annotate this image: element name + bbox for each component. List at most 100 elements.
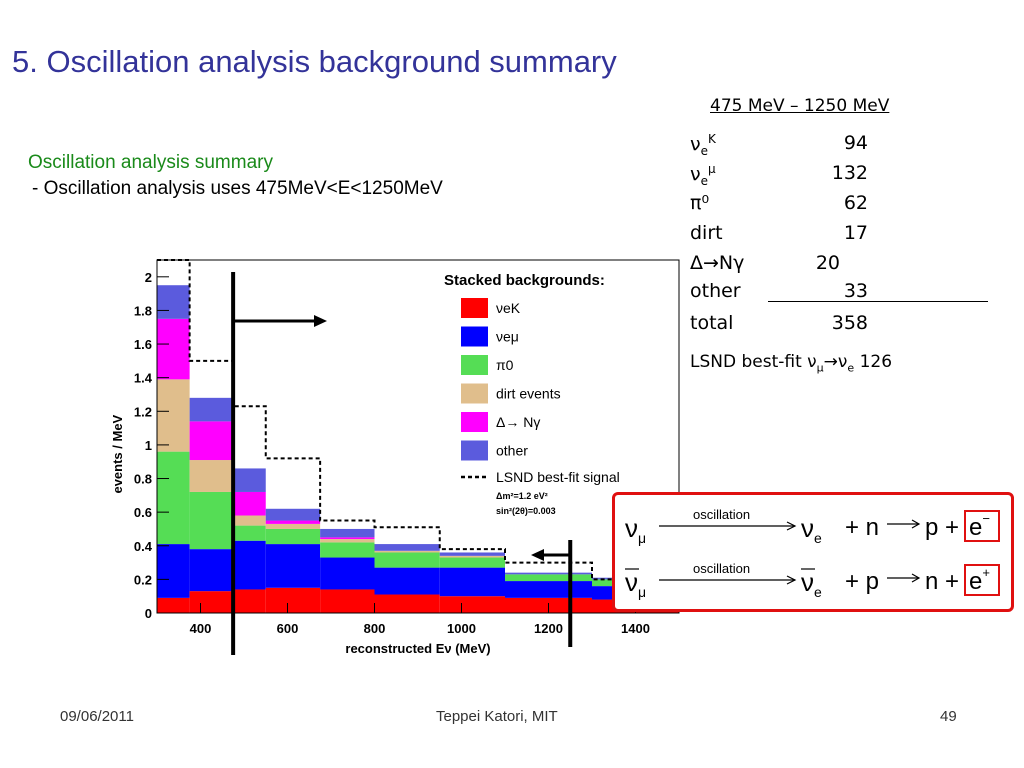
row-value: 94 [843,132,868,154]
bar-5-bin-4 [320,528,375,538]
legend-signal-label: LSND best-fit signal [496,469,620,485]
row-label: νeK [690,132,716,159]
y-axis-label: events / MeV [110,414,125,493]
n-plus: n + [925,568,959,595]
osc-arrowhead-bottom [786,575,797,585]
signal-group [157,259,679,581]
legend-annotation-0: Δm²=1.2 eV² [496,491,548,501]
summary-bullet: - Oscillation analysis uses 475MeV<E<125… [32,178,443,199]
bar-3-bin-2 [233,515,266,526]
legend-group: Stacked backgrounds: νeK νeμ π0 dirt events Δ… [444,272,620,516]
y-tick-label: 1.2 [134,404,152,419]
y-tick-label: 1.6 [134,337,152,352]
legend-annotation-1: sin²(2θ)=0.003 [496,506,556,516]
legend-label-2: π0 [496,357,514,373]
legend-label-5: other [496,443,528,459]
anti-nue-symbol: νe [801,567,822,600]
bar-4-bin-1 [189,421,234,461]
bar-3-bin-6 [439,555,505,558]
axes-group: 400 600 800 1000 1200 1400 0 0.2 0.4 0.6 0.8 1 1.2 1.… [110,270,650,656]
bar-1-bin-7 [505,581,592,598]
footer-date: 09/06/2011 [60,708,134,725]
bar-0-bin-2 [233,589,266,613]
lsnd-value: 126 [859,352,893,372]
bar-5-bin-7 [505,572,592,575]
y-tick-label: 0.4 [134,539,153,554]
plus-n: + n [845,514,879,541]
table-separator [768,301,988,302]
y-tick-label: 2 [145,270,152,285]
bar-1-bin-2 [233,540,266,590]
plus-p: + p [845,568,879,595]
bar-3-bin-1 [189,460,234,492]
slide-title: 5. Oscillation analysis background summa… [12,44,617,79]
footer-author: Teppei Katori, MIT [436,708,558,725]
bar-0-bin-5 [374,594,440,613]
legend-swatch-3 [461,383,488,404]
bar-3-bin-0 [157,379,190,452]
y-tick-label: 1.4 [134,371,153,386]
x-tick-label: 1200 [534,621,563,636]
bar-5-bin-6 [439,552,505,556]
summary-heading: Oscillation analysis summary [28,152,273,173]
bar-3-bin-4 [320,539,375,543]
energy-window-group [231,272,573,655]
row-value: 62 [843,192,868,214]
legend-title: Stacked backgrounds: [444,272,605,289]
oscillation-label-top: oscillation [693,507,750,522]
x-axis-label: reconstructed Eν (MeV) [345,641,490,656]
bar-2-bin-6 [439,557,505,568]
window-low-arrowhead [314,315,327,327]
legend-swatch-0 [461,298,488,318]
legend-swatch-4 [461,412,488,432]
bar-2-bin-5 [374,552,440,568]
row-label: other [690,280,741,302]
row-value: 33 [843,280,868,302]
bar-5-bin-2 [233,468,266,492]
bar-0-bin-4 [320,589,375,613]
bar-2-bin-3 [265,528,321,545]
legend-label-3: dirt events [496,386,561,402]
bar-0-bin-0 [157,597,190,613]
bar-4-bin-0 [157,318,190,380]
x-tick-label: 1000 [447,621,476,636]
y-tick-label: 0 [145,606,152,621]
legend-swatch-1 [461,326,488,347]
positron-highlight [964,564,1000,596]
reaction-box: νμ oscillation νe + n p + e− νμ oscillat… [612,492,1014,612]
positron-symbol: e+ [969,565,990,595]
stacked-background-chart: 400 600 800 1000 1200 1400 0 0.2 0.4 0.6 0.8 1 1.2 1.… [110,259,680,656]
bars-group [157,285,679,613]
row-label: dirt [690,222,723,244]
x-tick-label: 400 [190,621,212,636]
energy-range: 475 MeV – 1250 MeV [710,96,890,116]
signal-line [157,259,679,581]
x-tick-label: 600 [277,621,299,636]
row-label: Δ→Nγ [690,252,745,274]
y-tick-label: 1.8 [134,303,152,318]
reaction-diagram: νμ oscillation νe + n p + e− νμ oscillat… [625,507,1000,600]
row-label: νeμ [690,162,716,189]
bar-5-bin-1 [189,397,234,422]
row-value: 17 [843,222,868,244]
arrowhead-bottom [911,573,921,583]
bar-2-bin-0 [157,451,190,545]
x-tick-label: 1400 [621,621,650,636]
bar-1-bin-1 [189,549,234,592]
arrowhead-top [911,519,921,529]
row-value: 358 [831,312,868,334]
bar-2-bin-2 [233,525,266,541]
x-tick-label: 800 [364,621,386,636]
bar-5-bin-3 [265,508,321,521]
legend-swatch-2 [461,355,488,375]
row-value: 132 [831,162,868,184]
bar-1-bin-5 [374,567,440,595]
bar-4-bin-2 [233,491,266,516]
bar-4-bin-3 [265,520,321,524]
bar-3-bin-3 [265,523,321,529]
anti-numu-symbol: νμ [625,567,646,600]
legend-label-4: Δ→ Nγ [496,414,540,430]
bar-4-bin-4 [320,537,375,540]
bar-1-bin-4 [320,557,375,590]
y-tick-label: 0.2 [134,572,152,587]
